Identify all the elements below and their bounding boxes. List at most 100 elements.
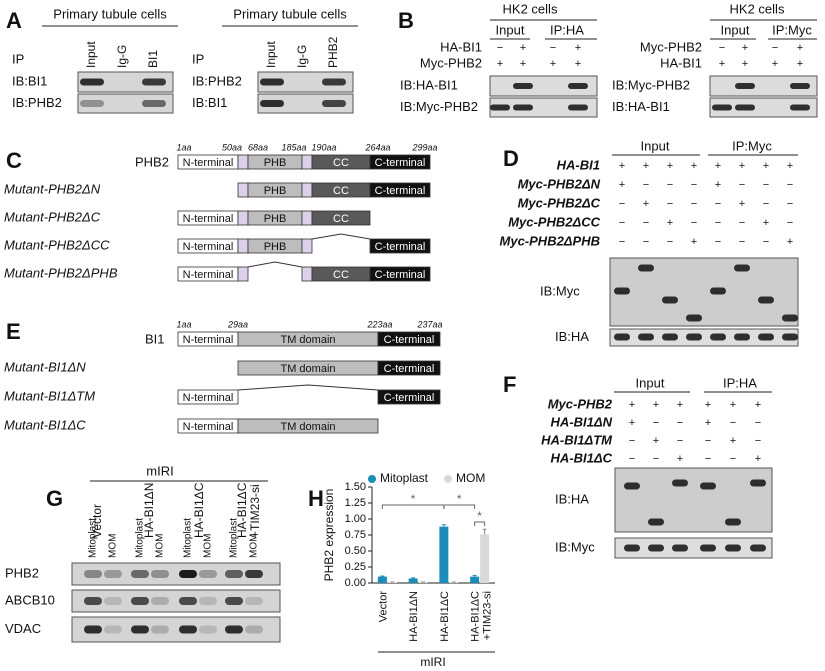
band: [662, 333, 678, 341]
blot-label: IB:Myc: [555, 539, 595, 554]
band: [734, 264, 750, 272]
sign: +: [705, 399, 711, 411]
sign: −: [691, 217, 697, 229]
position: 190aa: [311, 142, 336, 152]
sign: +: [667, 160, 673, 172]
domain-label: N-terminal: [183, 241, 234, 253]
band: [199, 597, 217, 605]
band: [179, 597, 197, 605]
blot: [489, 75, 598, 97]
sign: +: [715, 179, 721, 191]
group-label: mIRI: [420, 655, 445, 669]
y-tick-label: 0.75: [345, 529, 366, 541]
sign: −: [643, 179, 649, 191]
significance-bracket: [443, 504, 476, 509]
sign: +: [643, 198, 649, 210]
domain: [369, 182, 431, 198]
blot: [71, 562, 281, 586]
mutant-label: Mutant-BI1ΔN: [4, 359, 86, 374]
sign: −: [629, 435, 635, 447]
fraction-label: MOM: [249, 534, 260, 558]
panel-label: E: [6, 319, 21, 344]
group-label: IP:Myc: [772, 22, 812, 37]
mutant-label: Mutant-BI1ΔTM: [4, 388, 95, 403]
blot-label: IB:Myc-PHB2: [400, 99, 478, 114]
domain: [237, 210, 249, 226]
band: [80, 100, 104, 107]
legend-label: Mitoplast: [380, 471, 429, 485]
condition-label: HA-BI1ΔC+TIM23-si: [235, 482, 262, 538]
domain-label: N-terminal: [183, 334, 234, 346]
band: [245, 570, 263, 578]
blot-label: ABCB10: [5, 592, 55, 607]
lane-label: BI1: [146, 50, 160, 68]
sign: −: [643, 217, 649, 229]
deletion-link: [311, 233, 371, 240]
sign: +: [730, 435, 736, 447]
domain: [237, 266, 249, 282]
condition-label: Vector: [90, 504, 104, 538]
band: [151, 570, 169, 578]
position: 185aa: [281, 142, 306, 152]
bar: [470, 576, 480, 583]
error-bar: [411, 577, 416, 579]
sign: −: [739, 217, 745, 229]
sign: −: [787, 198, 793, 210]
band: [782, 333, 798, 341]
condition-label: HA-BI1ΔN: [142, 483, 156, 538]
sign: +: [742, 42, 748, 54]
blot: [257, 71, 354, 93]
band: [131, 570, 149, 578]
sign: +: [797, 58, 803, 70]
blot: [71, 589, 281, 613]
band: [700, 544, 716, 552]
panel-label: C: [6, 148, 22, 173]
sign: −: [787, 179, 793, 191]
mutant-label: Mutant-PHB2ΔPHB: [4, 265, 118, 280]
band: [225, 625, 243, 634]
mutant-label: Mutant-PHB2ΔC: [4, 209, 101, 224]
header: Primary tubule cells: [53, 6, 167, 21]
band: [750, 479, 766, 487]
band: [84, 597, 102, 605]
band: [131, 597, 149, 605]
sign: +: [797, 42, 803, 54]
blot-label: IB:HA: [555, 491, 589, 506]
band: [225, 597, 243, 605]
label-line: HA-BI1ΔC: [470, 591, 482, 642]
band: [80, 78, 104, 86]
sign: +: [742, 58, 748, 70]
sign: +: [715, 160, 721, 172]
sign: −: [715, 236, 721, 248]
domain: [237, 418, 379, 434]
domain: [369, 238, 431, 254]
sign: −: [497, 42, 503, 54]
band: [151, 625, 169, 634]
sign: −: [653, 417, 659, 429]
y-tick-label: 0.25: [345, 561, 366, 573]
panel-label: A: [6, 8, 22, 33]
fraction-label: MOM: [108, 534, 119, 558]
bar: [418, 582, 428, 583]
domain-label: C-terminal: [375, 269, 426, 281]
blot-label: IB:PHB2: [12, 95, 62, 110]
sign: +: [787, 160, 793, 172]
domain: [177, 389, 239, 405]
sign: +: [763, 217, 769, 229]
band: [260, 100, 284, 107]
sign: −: [755, 417, 761, 429]
fraction-label: Mitoplast: [229, 518, 240, 558]
blot: [257, 93, 354, 114]
band: [179, 625, 197, 634]
error-bar: [482, 528, 487, 535]
row-label: Myc-PHB2ΔCC: [508, 214, 600, 229]
sign: −: [719, 42, 725, 54]
band: [614, 287, 630, 295]
lane-label: PHB2: [326, 36, 340, 68]
band: [614, 333, 630, 341]
sign: −: [550, 42, 556, 54]
blot: [77, 93, 174, 114]
y-axis-label: PHB2 expression: [322, 489, 336, 582]
y-tick-label: 1.25: [345, 497, 366, 509]
band: [568, 104, 588, 111]
